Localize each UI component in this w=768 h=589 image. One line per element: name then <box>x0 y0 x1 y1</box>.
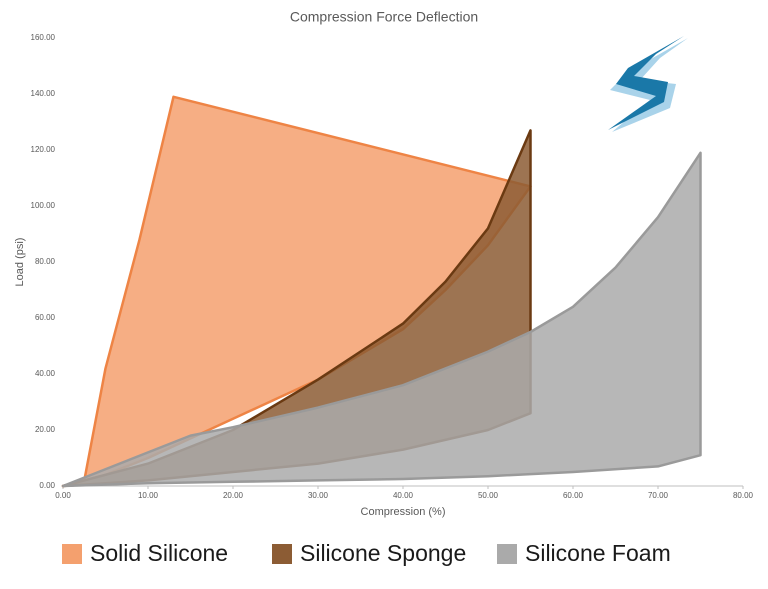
y-tick-label: 60.00 <box>35 313 56 322</box>
y-axis-label: Load (psi) <box>14 238 26 287</box>
x-tick-label: 0.00 <box>55 491 71 500</box>
y-tick-label: 120.00 <box>31 145 56 154</box>
y-tick-label: 80.00 <box>35 257 56 266</box>
x-tick-label: 30.00 <box>308 491 329 500</box>
y-tick-label: 20.00 <box>35 425 56 434</box>
x-tick-label: 50.00 <box>478 491 499 500</box>
y-tick-label: 160.00 <box>31 33 56 42</box>
y-tick-label: 0.00 <box>39 481 55 490</box>
legend-label: Silicone Foam <box>525 540 671 566</box>
y-tick-label: 40.00 <box>35 369 56 378</box>
x-tick-label: 80.00 <box>733 491 754 500</box>
logo <box>608 36 688 132</box>
legend-swatch <box>62 544 82 564</box>
legend-label: Silicone Sponge <box>300 540 466 566</box>
x-tick-label: 40.00 <box>393 491 414 500</box>
series-area <box>61 151 702 488</box>
x-tick-label: 70.00 <box>648 491 669 500</box>
x-tick-label: 10.00 <box>138 491 159 500</box>
y-tick-label: 100.00 <box>31 201 56 210</box>
x-tick-label: 60.00 <box>563 491 584 500</box>
x-axis-label: Compression (%) <box>361 506 446 518</box>
chart-title: Compression Force Deflection <box>290 9 478 25</box>
legend-swatch <box>272 544 292 564</box>
x-tick-label: 20.00 <box>223 491 244 500</box>
legend-swatch <box>497 544 517 564</box>
y-tick-label: 140.00 <box>31 89 56 98</box>
legend-label: Solid Silicone <box>90 540 228 566</box>
